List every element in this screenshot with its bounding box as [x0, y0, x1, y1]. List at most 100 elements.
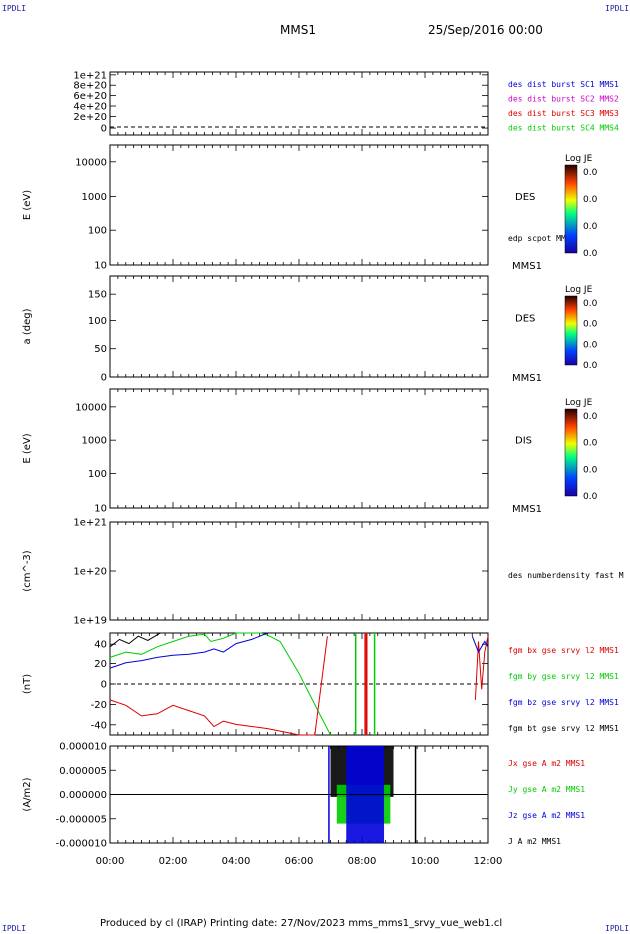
panel-3-colorbar	[564, 295, 578, 366]
panel-6-legend-entry: fgm bz gse srvy l2 MMS1	[508, 698, 619, 707]
panel-2-overlay-label: edp scpot MMS1	[508, 234, 576, 243]
panel-6-series-4	[474, 636, 489, 700]
panel-3-spacecraft-label: MMS1	[512, 373, 542, 384]
panel-3-ytick-label: 100	[88, 316, 107, 327]
panel-3-ytick-label: 50	[94, 344, 107, 355]
panel-1-ytick-label: 0	[101, 124, 107, 135]
panel-6-legend-entry: fgm by gse srvy l2 MMS1	[508, 672, 619, 681]
x-tick-label: 10:00	[411, 856, 440, 867]
panel-1-ytick-label: 6e+20	[73, 91, 107, 102]
panel-6-ytick-label: 0	[101, 680, 107, 691]
panel-3-colorbar-title: Log JE	[565, 285, 593, 295]
panel-7-ytick-label: 0.000000	[59, 790, 107, 801]
panel-5-ytick-label: 1e+19	[73, 616, 107, 627]
corner-label-bottom-right: IPDLI	[605, 924, 630, 933]
x-tick-label: 12:00	[474, 856, 503, 867]
panel-2-colorbar-tick: 0.0	[583, 249, 598, 259]
panel-6-series-5	[471, 636, 489, 654]
x-tick-label: 04:00	[222, 856, 251, 867]
panel-3-ytick-label: 0	[101, 373, 107, 384]
panel-4-frame	[109, 388, 489, 509]
panel-2-colorbar-tick: 0.0	[583, 168, 598, 178]
panel-6-series-3	[109, 636, 328, 736]
panel-6-series-1	[109, 632, 331, 736]
panel-6-legend-entry: fgm bt gse srvy l2 MMS1	[508, 724, 619, 733]
panel-2-spacecraft-label: MMS1	[512, 261, 542, 272]
panel-2-ytick-label: 10000	[75, 157, 107, 168]
panel-7-legend-entry: Jz gse A m2 MMS1	[508, 811, 585, 820]
panel-3-frame	[109, 275, 489, 378]
panel-7-ylabel: (A/m2)	[22, 777, 33, 811]
panel-2-instrument-label: DES	[515, 192, 535, 203]
panel-7-legend-entry: J A m2 MMS1	[508, 837, 561, 846]
panel-7-legend-entry: Jx gse A m2 MMS1	[508, 759, 585, 768]
panel-7-legend-entry: Jy gse A m2 MMS1	[508, 785, 585, 794]
panel-1-legend-entry: des dist burst SC4 MMS4	[508, 124, 619, 133]
panel-2-frame	[109, 144, 489, 266]
panel-3-colorbar-tick: 0.0	[583, 320, 598, 330]
corner-label-bottom-left: IPDLI	[2, 924, 27, 933]
panel-2-colorbar-tick: 0.0	[583, 195, 598, 205]
panel-1-ytick-label: 4e+20	[73, 102, 107, 113]
panel-1-legend-entry: des dist burst SC3 MMS3	[508, 109, 619, 118]
panel-2-ytick-label: 1000	[82, 192, 107, 203]
panel-2-ylabel: E (eV)	[22, 190, 33, 220]
spacecraft-title: MMS1	[280, 23, 316, 37]
panel-2-colorbar-tick: 0.0	[583, 222, 598, 232]
panel-6-ytick-label: -20	[91, 700, 107, 711]
panel-5-ytick-label: 1e+20	[73, 567, 107, 578]
panel-1-ytick-label: 1e+21	[73, 70, 107, 81]
panel-4-instrument-label: DIS	[515, 436, 532, 447]
panel-4-ytick-label: 10	[94, 504, 107, 515]
x-tick-label: 00:00	[96, 856, 125, 867]
panel-5-ytick-label: 1e+21	[73, 518, 107, 529]
panel-4-ytick-label: 1000	[82, 436, 107, 447]
panel-4-colorbar-title: Log JE	[565, 398, 593, 408]
panel-2-ytick-label: 10	[94, 261, 107, 272]
panel-4-colorbar-tick: 0.0	[583, 465, 598, 475]
panel-4-colorbar-tick: 0.0	[583, 412, 598, 422]
panel-4-ytick-label: 10000	[75, 402, 107, 413]
panel-5-ylabel: (cm^-3)	[22, 550, 33, 591]
panel-2-colorbar	[564, 164, 578, 254]
date-title: 25/Sep/2016 00:00	[428, 23, 543, 37]
panel-7-ytick-label: -0.000005	[56, 814, 107, 825]
panel-2-ytick-label: 100	[88, 226, 107, 237]
x-tick-label: 02:00	[159, 856, 188, 867]
panel-7-ytick-label: 0.000010	[59, 742, 107, 753]
panel-3-ytick-label: 150	[88, 290, 107, 301]
panel-4-colorbar-tick: 0.0	[583, 439, 598, 449]
panel-6-series-0	[109, 632, 161, 648]
panel-1-frame	[109, 71, 489, 136]
corner-label-top-left: IPDLI	[2, 4, 27, 13]
panel-4-ytick-label: 100	[88, 469, 107, 480]
panel-3-ylabel: a (deg)	[22, 308, 33, 344]
panel-1-ytick-label: 8e+20	[73, 81, 107, 92]
x-tick-label: 06:00	[285, 856, 314, 867]
panel-7-ytick-label: 0.000005	[59, 766, 107, 777]
panel-6-ytick-label: 40	[94, 640, 107, 651]
panel-4-spacecraft-label: MMS1	[512, 504, 542, 515]
panel-1-ytick-label: 2e+20	[73, 112, 107, 123]
panel-4-ylabel: E (eV)	[22, 433, 33, 463]
footer-credit: Produced by cl (IRAP) Printing date: 27/…	[100, 918, 503, 929]
x-tick-label: 08:00	[348, 856, 377, 867]
panel-4-colorbar	[564, 408, 578, 497]
panel-3-colorbar-tick: 0.0	[583, 361, 598, 371]
panel-6-ytick-label: 20	[94, 659, 107, 670]
panel-2-colorbar-title: Log JE	[565, 154, 593, 164]
panel-1-legend-entry: des dist burst SC2 MMS2	[508, 95, 619, 104]
panel-3-colorbar-tick: 0.0	[583, 340, 598, 350]
panel-3-colorbar-tick: 0.0	[583, 299, 598, 309]
panel-6-legend-entry: fgm bx gse srvy l2 MMS1	[508, 646, 619, 655]
panel-6-series-2	[109, 632, 268, 669]
panel-4-colorbar-tick: 0.0	[583, 492, 598, 502]
panel-5-frame	[109, 521, 489, 621]
panel-1-legend-entry: des dist burst SC1 MMS1	[508, 80, 619, 89]
corner-label-top-right: IPDLI	[605, 4, 630, 13]
panel-3-instrument-label: DES	[515, 314, 535, 325]
panel-6-ytick-label: -40	[91, 720, 107, 731]
panel-6-ylabel: (nT)	[22, 674, 33, 694]
panel-7-ytick-label: -0.000010	[56, 839, 107, 850]
